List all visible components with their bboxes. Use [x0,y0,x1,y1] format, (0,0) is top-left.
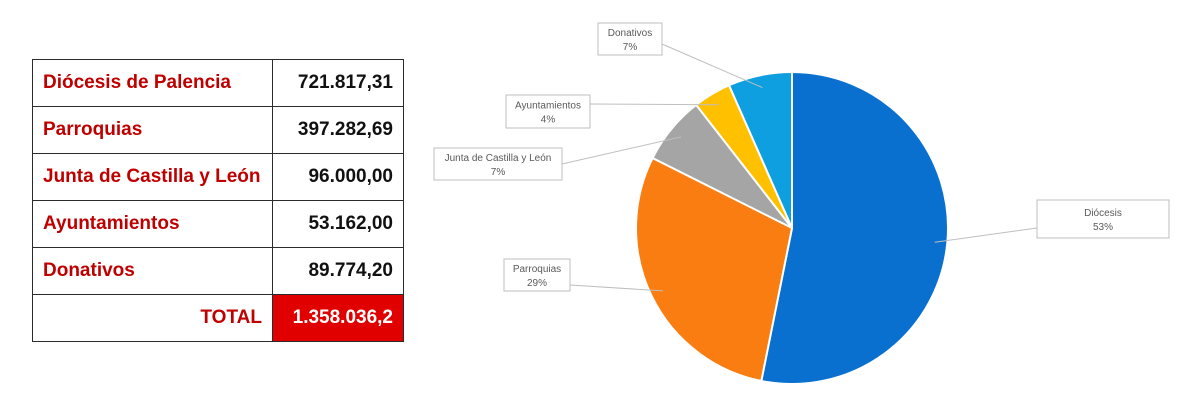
slice-percent-label: 7% [491,167,506,178]
table-row: Junta de Castilla y León 96.000,00 [32,153,404,201]
row-value-ayuntamientos: 53.162,00 [272,200,404,248]
slice-percent-label: 4% [541,115,556,126]
callout-box [1036,199,1170,239]
funding-table: Diócesis de Palencia 721.817,31 Parroqui… [32,59,404,342]
row-label-junta: Junta de Castilla y León [32,153,273,201]
row-value-junta: 96.000,00 [272,153,404,201]
leader-line [561,136,682,165]
table-row: Donativos 89.774,20 [32,247,404,295]
leader-line [661,43,763,89]
total-label: TOTAL [32,294,273,342]
pie-slice-5 [727,70,793,229]
slice-label: Parroquias [513,264,561,275]
callout-box [597,22,663,56]
callout-box [433,147,563,181]
leader-line [589,103,719,106]
slice-percent-label: 53% [1093,222,1113,233]
row-label-donativos: Donativos [32,247,273,295]
row-value-donativos: 89.774,20 [272,247,404,295]
callout-box [505,94,591,129]
pie-slice-2 [635,156,794,383]
leader-line [934,227,1038,243]
total-value: 1.358.036,2 [272,294,404,342]
row-label-diocesis: Diócesis de Palencia [32,59,273,107]
table-row: Parroquias 397.282,69 [32,106,404,154]
slice-label: Junta de Castilla y León [445,153,552,164]
leader-line [569,284,664,292]
table-row-total: TOTAL 1.358.036,2 [32,294,404,342]
slice-percent-label: 29% [527,278,547,289]
slice-label: Diócesis [1084,208,1122,219]
slice-percent-label: 7% [623,42,638,53]
slice-label: Donativos [608,28,652,39]
row-label-ayuntamientos: Ayuntamientos [32,200,273,248]
table-row: Ayuntamientos 53.162,00 [32,200,404,248]
pie-slice-1 [760,70,950,385]
slice-label: Ayuntamientos [515,101,581,112]
row-value-diocesis: 721.817,31 [272,59,404,107]
table-row: Diócesis de Palencia 721.817,31 [32,59,404,107]
row-value-parroquias: 397.282,69 [272,106,404,154]
callout-box [503,258,571,292]
